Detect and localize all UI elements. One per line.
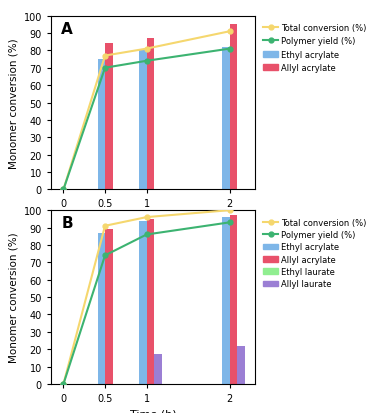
Bar	[230, 216, 237, 384]
Legend: Total conversion (%), Polymer yield (%), Ethyl acrylate, Allyl acrylate: Total conversion (%), Polymer yield (%),…	[263, 24, 367, 73]
Bar	[105, 230, 113, 384]
Bar	[147, 39, 154, 190]
Bar	[147, 219, 154, 384]
Legend: Total conversion (%), Polymer yield (%), Ethyl acrylate, Allyl acrylate, Ethyl l: Total conversion (%), Polymer yield (%),…	[263, 218, 367, 289]
Bar	[222, 48, 230, 190]
Bar	[230, 25, 237, 190]
Bar	[237, 346, 245, 384]
Bar	[154, 355, 162, 384]
Text: A: A	[61, 22, 73, 37]
X-axis label: Time (h): Time (h)	[130, 408, 176, 413]
Y-axis label: Monomer conversion (%): Monomer conversion (%)	[8, 38, 18, 169]
Bar	[139, 51, 147, 190]
Y-axis label: Monomer conversion (%): Monomer conversion (%)	[8, 232, 18, 363]
Text: B: B	[61, 216, 73, 231]
Bar	[98, 60, 105, 190]
Bar	[139, 221, 147, 384]
Bar	[222, 218, 230, 384]
Bar	[105, 44, 113, 190]
X-axis label: Time (h): Time (h)	[130, 214, 176, 225]
Bar	[98, 233, 105, 384]
